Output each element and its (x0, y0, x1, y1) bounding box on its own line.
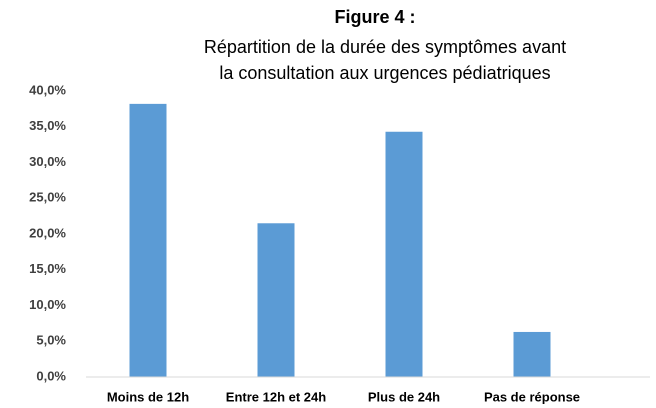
y-tick-label: 20,0% (29, 225, 66, 240)
chart-subtitle: Répartition de la durée des symptômes av… (204, 37, 566, 57)
x-tick-label: Plus de 24h (368, 389, 440, 404)
bar (129, 103, 167, 378)
y-tick-label: 15,0% (29, 261, 66, 276)
chart-title: Figure 4 : (334, 7, 415, 27)
y-tick-label: 5,0% (36, 333, 66, 348)
y-tick-label: 0,0% (36, 368, 66, 383)
y-tick-label: 25,0% (29, 190, 66, 205)
bar (385, 131, 423, 377)
x-tick-label: Pas de réponse (484, 389, 580, 404)
bar (257, 223, 295, 377)
y-tick-label: 10,0% (29, 297, 66, 312)
x-tick-label: Moins de 12h (107, 389, 189, 404)
y-tick-label: 40,0% (29, 82, 66, 97)
x-tick-label: Entre 12h et 24h (226, 389, 326, 404)
y-tick-label: 30,0% (29, 154, 66, 169)
chart-subtitle: la consultation aux urgences pédiatrique… (219, 63, 550, 83)
bar (513, 331, 551, 377)
y-tick-label: 35,0% (29, 118, 66, 133)
